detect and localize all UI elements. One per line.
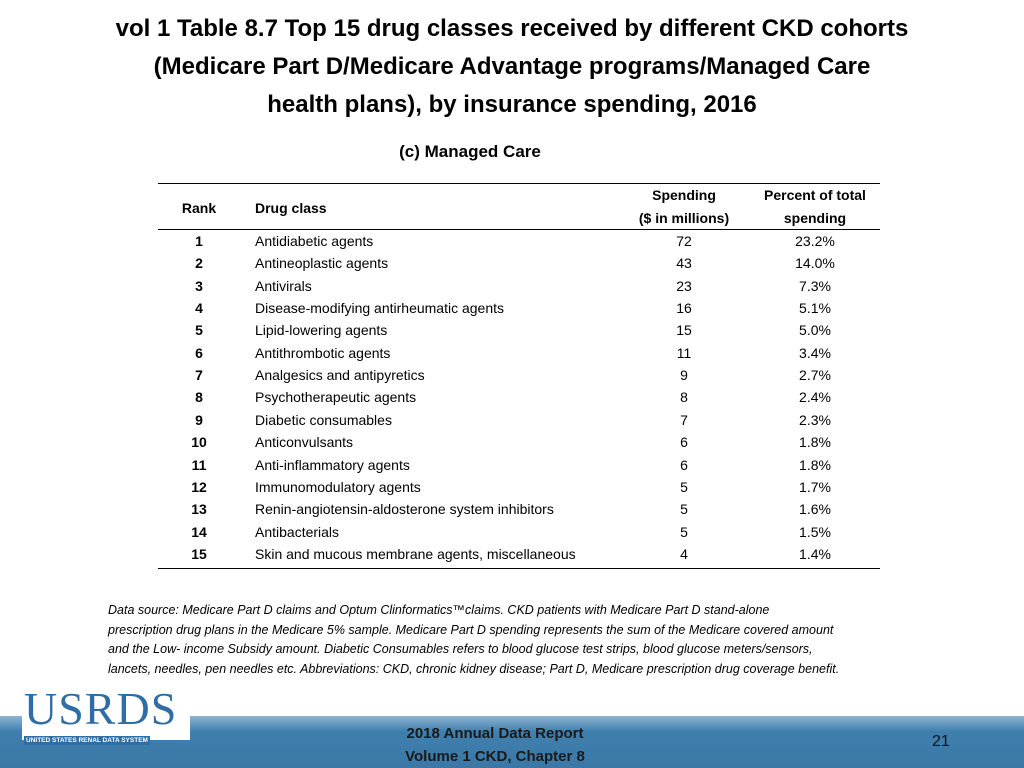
table-cell: 5.1% (799, 300, 831, 317)
table-cell: 72 (676, 233, 692, 249)
table-cell: 1.8% (799, 434, 831, 451)
table-cell: 5.0% (799, 322, 831, 339)
table-cell: 1.8% (799, 456, 831, 473)
table-cell: 11 (676, 344, 692, 361)
column-header: Rank (181, 200, 217, 216)
table-cell: Psychotherapeutic agents (255, 389, 417, 406)
table-cell: 1.5% (799, 523, 831, 540)
table-cell: 5 (680, 501, 688, 518)
table-cell: Immunomodulatory agents (255, 478, 421, 495)
table-cell: 5 (680, 523, 688, 540)
table-cell: 14.0% (795, 255, 835, 272)
table-cell: 5 (680, 478, 688, 495)
table-cell: 7.3% (799, 277, 831, 294)
table-cell: 9 (680, 367, 688, 384)
footer-line: Volume 1 CKD, Chapter 8 (405, 748, 585, 765)
rank-cell: 13 (191, 501, 207, 518)
table-cell: 1.4% (799, 545, 831, 562)
rank-cell: 1 (195, 233, 203, 249)
table-cell: Lipid-lowering agents (255, 322, 388, 339)
table-cell: 23.2% (795, 233, 835, 249)
table-rule (158, 229, 880, 230)
rank-cell: 6 (195, 344, 203, 361)
table-cell: Antibacterials (255, 523, 340, 540)
rank-cell: 8 (195, 389, 203, 406)
table-cell: 2.7% (799, 367, 831, 384)
footer-text: 2018 Annual Data Report Volume 1 CKD, Cha… (0, 722, 990, 768)
title-line: vol 1 Table 8.7 Top 15 drug classes rece… (115, 15, 909, 42)
logo-name: USRDS (24, 683, 178, 734)
table-cell: Anticonvulsants (255, 434, 354, 451)
table-cell: Analgesics and antipyretics (255, 367, 425, 384)
rank-cell: 11 (191, 456, 207, 473)
table-cell: Disease-modifying antirheumatic agents (255, 300, 505, 317)
rank-cell: 7 (195, 367, 203, 384)
table-cell: 15 (676, 322, 692, 339)
table-cell: 2.4% (799, 389, 831, 406)
page-number: 21 (932, 733, 950, 750)
table-cell: Antineoplastic agents (255, 255, 389, 272)
column-header: spending (783, 210, 847, 226)
rank-cell: 3 (195, 277, 203, 294)
column-header: ($ in millions) (638, 210, 730, 226)
table-cell: Skin and mucous membrane agents, miscell… (255, 545, 576, 562)
table-cell: Diabetic consumables (255, 411, 392, 428)
footnote-line: lancets, needles, pen needles etc. Abbre… (108, 661, 840, 676)
footnote: Data source: Medicare Part D claims and … (108, 601, 839, 679)
table-cell: 3.4% (799, 344, 831, 361)
footnote-line: and the Low- income Subsidy amount. Diab… (108, 642, 813, 656)
table-cell: 1.7% (799, 478, 831, 495)
title: vol 1 Table 8.7 Top 15 drug classes rece… (0, 10, 1024, 124)
table-cell: Antithrombotic agents (255, 344, 391, 361)
table-rule (158, 183, 880, 184)
title-line: health plans), by insurance spending, 20… (267, 91, 757, 118)
rank-cell: 4 (195, 300, 203, 317)
rank-cell: 10 (191, 434, 207, 451)
rank-cell: 9 (195, 411, 203, 428)
column-header: Percent of total (764, 187, 866, 203)
rank-cell: 14 (191, 523, 207, 540)
table-cell: 6 (680, 456, 688, 473)
table-cell: 2.3% (799, 411, 831, 428)
rank-cell: 2 (195, 255, 203, 272)
column-header: Spending (652, 187, 716, 203)
column-header: Drug class (255, 200, 327, 216)
rank-cell: 12 (191, 478, 207, 495)
table-rule (158, 568, 880, 570)
footnote-line: Data source: Medicare Part D claims and … (108, 603, 770, 617)
table-cell: Renin-angiotensin-aldosterone system inh… (255, 501, 554, 518)
rank-cell: 15 (191, 545, 207, 562)
table-cell: 6 (680, 434, 688, 451)
table-cell: 23 (676, 277, 692, 294)
footnote-line: prescription drug plans in the Medicare … (108, 622, 834, 637)
table-cell: 8 (680, 389, 688, 406)
table-cell: Antivirals (255, 277, 312, 294)
table-cell: 16 (676, 300, 692, 317)
table-cell: Anti-inflammatory agents (255, 456, 410, 473)
logo-box (22, 688, 190, 740)
subtitle: (c) Managed Care (399, 142, 541, 161)
table-cell: 43 (676, 255, 692, 272)
table-cell: Antidiabetic agents (255, 233, 374, 249)
table-cell: 7 (680, 411, 688, 428)
table-cell: 4 (680, 545, 688, 562)
table-cell: 1.6% (799, 501, 831, 518)
footer-line: 2018 Annual Data Report (406, 725, 584, 742)
logo-tagline: UNITED STATES RENAL DATA SYSTEM (24, 736, 150, 745)
rank-cell: 5 (195, 322, 203, 339)
title-line: (Medicare Part D/Medicare Advantage prog… (153, 53, 871, 80)
